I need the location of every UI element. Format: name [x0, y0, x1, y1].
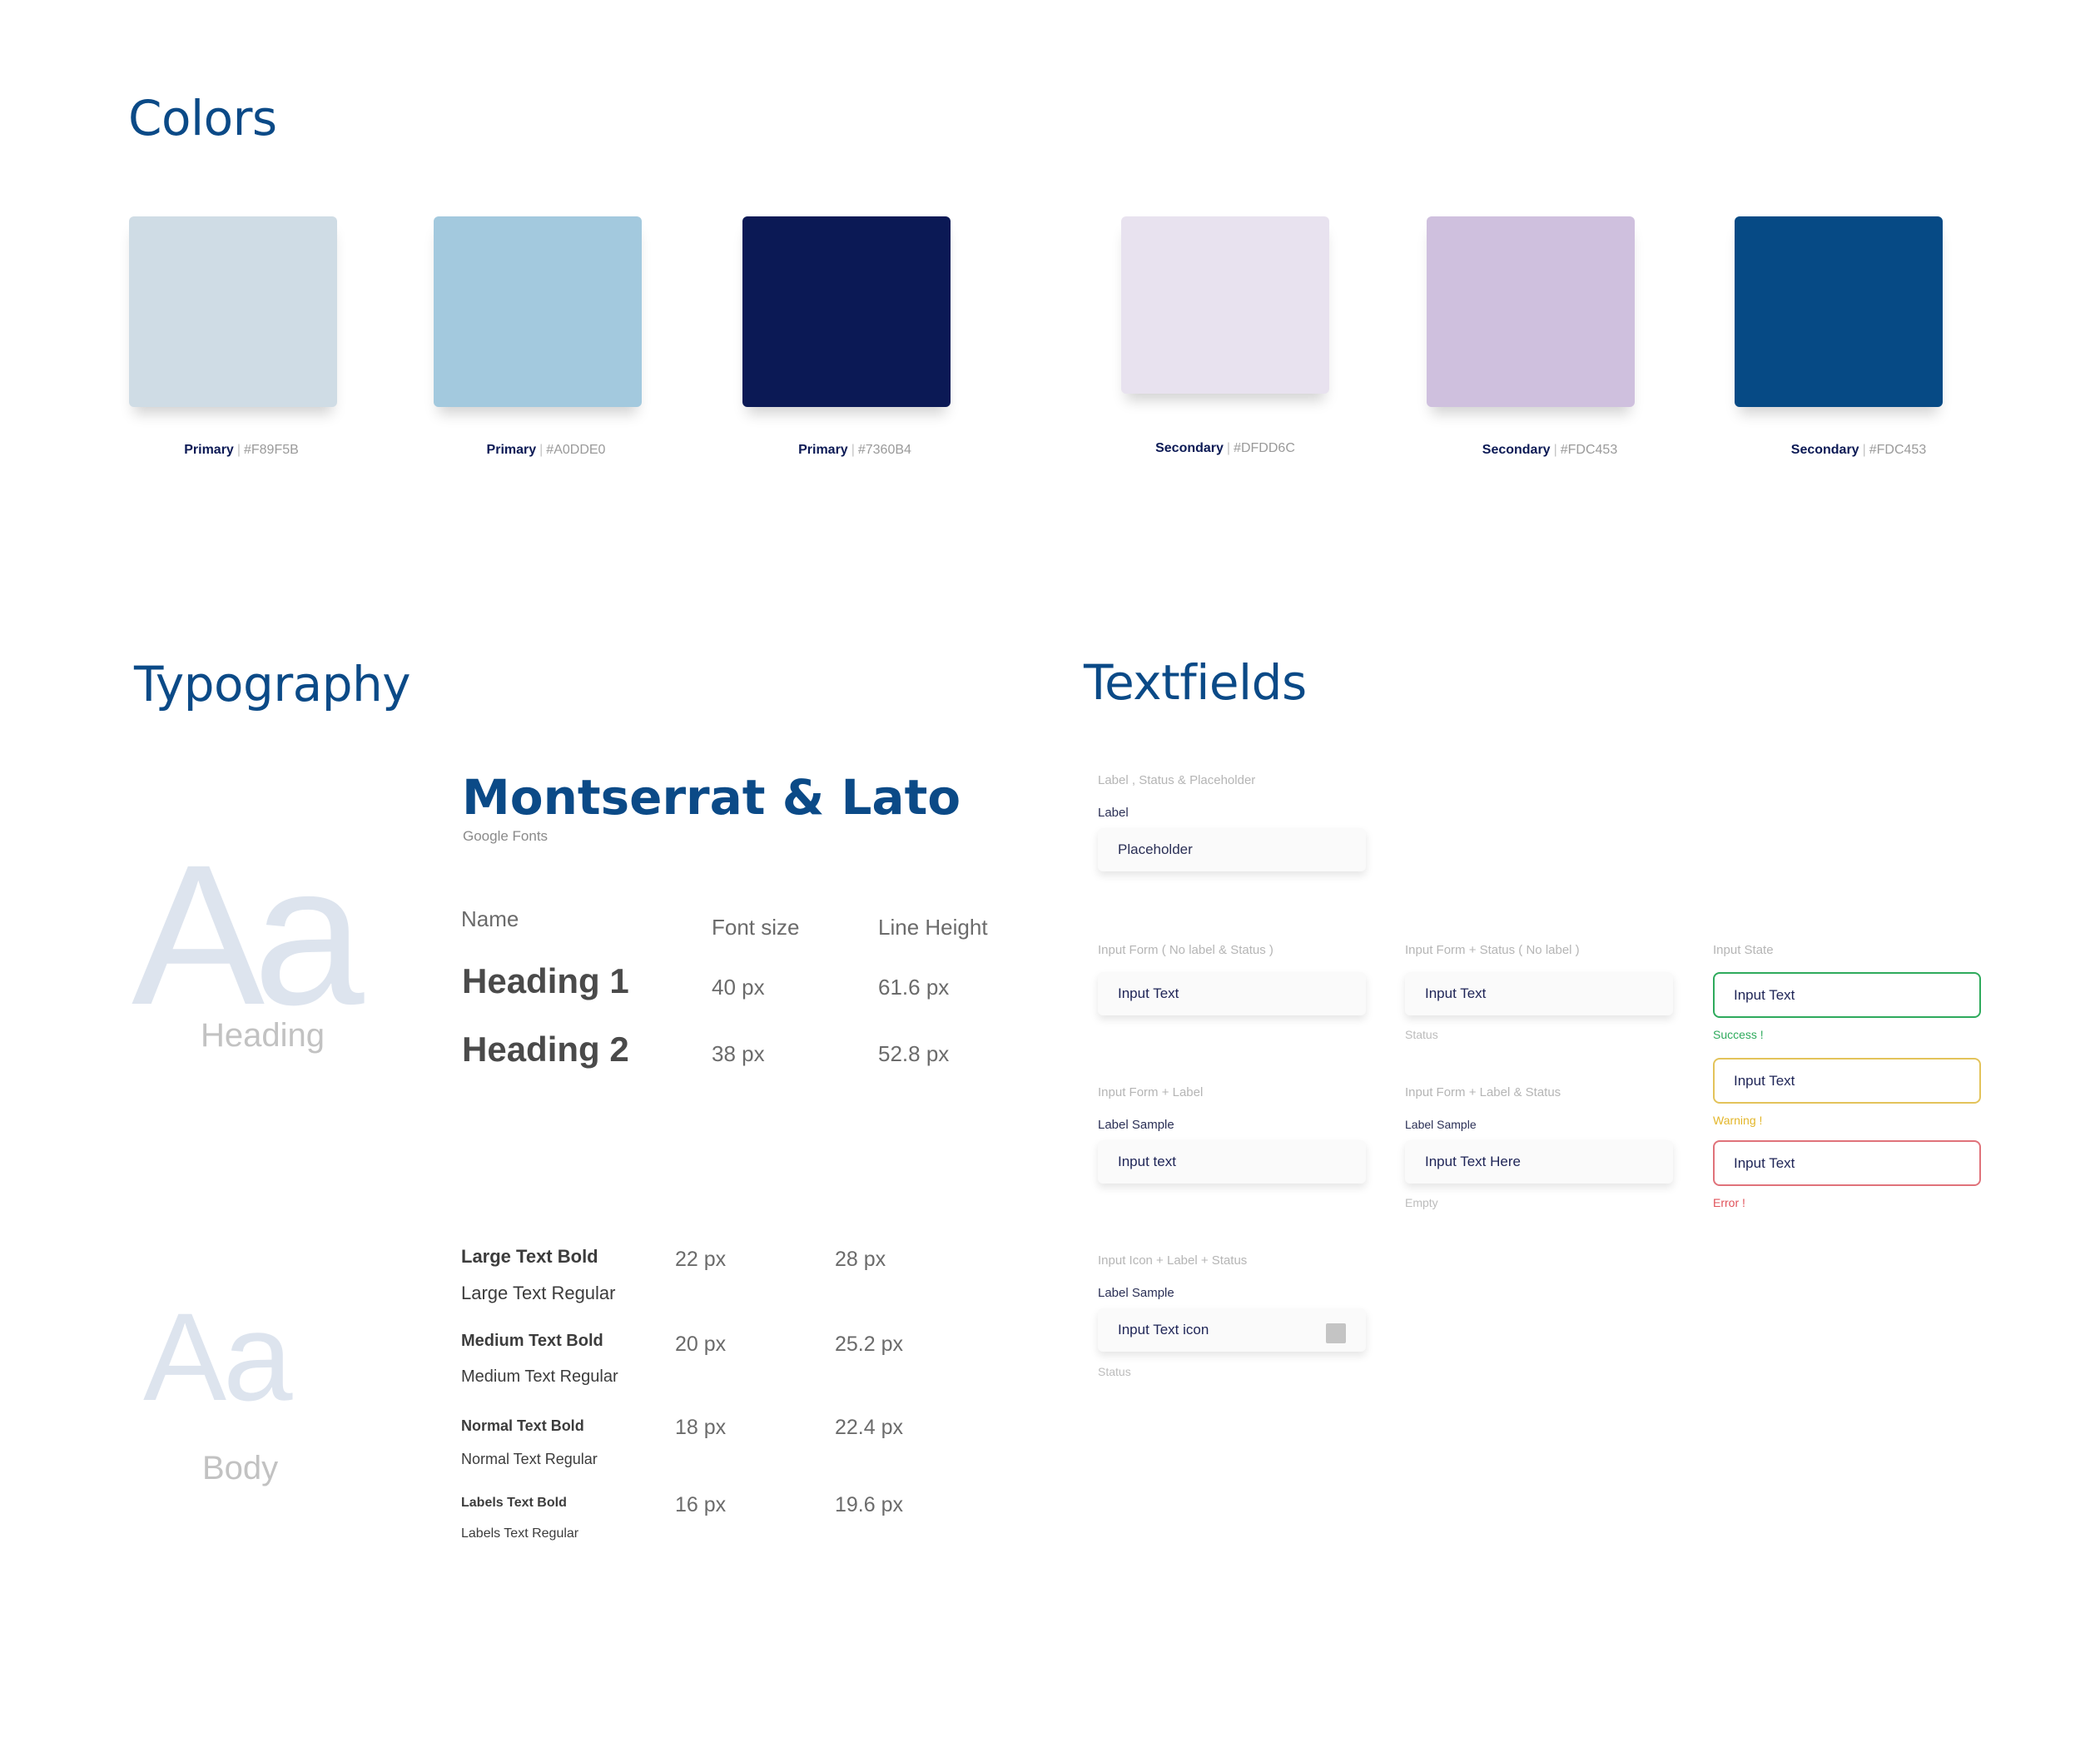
heading-2-line-height: 52.8 px — [878, 1041, 950, 1066]
font-source: Google Fonts — [463, 828, 549, 844]
heading-sample-glyphs: Aa — [132, 823, 365, 1046]
large-text-bold: Large Text Bold — [461, 1246, 598, 1267]
swatch-caption-6: Secondary | #FDC453 — [1790, 443, 1927, 457]
normal-text-bold: Normal Text Bold — [461, 1417, 584, 1434]
warning-status: Warning ! — [1713, 1114, 1763, 1127]
column-name-header: Name — [461, 906, 519, 931]
swatch-secondary-3 — [1735, 216, 1943, 407]
input-empty-status: Empty — [1405, 1196, 1438, 1209]
swatch-caption-2: Primary | #A0DDE0 — [486, 443, 606, 457]
swatch-caption-1: Primary | #F89F5B — [184, 443, 299, 457]
field-caption-icon-label-status: Input Icon + Label + Status — [1098, 1253, 1248, 1268]
input-with-icon[interactable]: Input Text icon — [1098, 1308, 1366, 1352]
column-size-header: Font size — [712, 915, 800, 940]
field-label-sample-2: Label Sample — [1405, 1118, 1477, 1131]
field-caption-input-state: Input State — [1713, 943, 1774, 957]
heading-1-size: 40 px — [712, 975, 765, 1000]
input-label-status[interactable]: Input Text Here — [1405, 1140, 1673, 1184]
medium-text-size: 20 px — [675, 1333, 727, 1356]
medium-text-bold: Medium Text Bold — [461, 1332, 603, 1350]
field-label-sample: Label Sample — [1098, 1118, 1174, 1132]
swatch-caption-4: Secondary | #DFDD6C — [1155, 441, 1295, 455]
placeholder-square-icon[interactable] — [1326, 1323, 1346, 1343]
heading-sample-caption: Heading — [201, 1017, 325, 1054]
swatch-caption-5: Secondary | #FDC453 — [1482, 443, 1618, 457]
font-family-title: Montserrat & Lato — [462, 769, 961, 826]
swatch-secondary-1 — [1121, 216, 1329, 394]
body-sample-glyphs: Aa — [143, 1287, 292, 1427]
swatch-caption-3: Primary | #7360B4 — [798, 443, 911, 457]
heading-1-name: Heading 1 — [462, 961, 629, 1000]
typography-title: Typography — [134, 656, 411, 712]
medium-text-regular: Medium Text Regular — [461, 1367, 618, 1386]
input-with-status[interactable]: Input Text — [1405, 972, 1673, 1015]
success-status: Success ! — [1713, 1028, 1764, 1041]
normal-text-regular: Normal Text Regular — [461, 1451, 598, 1467]
input-state-success[interactable]: Input Text — [1713, 972, 1981, 1018]
normal-text-line-height: 22.4 px — [835, 1416, 904, 1439]
field-label: Label — [1098, 806, 1129, 820]
heading-1-line-height: 61.6 px — [878, 975, 950, 1000]
input-with-label[interactable]: Input text — [1098, 1140, 1366, 1184]
column-line-height-header: Line Height — [878, 915, 988, 940]
field-caption-no-label-status: Input Form ( No label & Status ) — [1098, 943, 1273, 957]
labels-text-line-height: 19.6 px — [835, 1493, 904, 1516]
labels-text-size: 16 px — [675, 1493, 727, 1516]
field-caption-form-label: Input Form + Label — [1098, 1085, 1204, 1099]
input-state-warning[interactable]: Input Text — [1713, 1058, 1981, 1104]
error-status: Error ! — [1713, 1196, 1745, 1209]
field-caption-label-status: Input Form + Label & Status — [1405, 1085, 1561, 1099]
heading-2-size: 38 px — [712, 1041, 765, 1066]
large-text-line-height: 28 px — [835, 1248, 886, 1271]
labels-text-bold: Labels Text Bold — [461, 1496, 567, 1510]
swatch-primary-1 — [129, 216, 337, 407]
swatch-secondary-2 — [1427, 216, 1635, 407]
field-caption-status-no-label: Input Form + Status ( No label ) — [1405, 943, 1580, 957]
labels-text-regular: Labels Text Regular — [461, 1526, 579, 1541]
medium-text-line-height: 25.2 px — [835, 1333, 904, 1356]
heading-2-name: Heading 2 — [462, 1030, 629, 1069]
large-text-size: 22 px — [675, 1248, 727, 1271]
field-label-sample-3: Label Sample — [1098, 1286, 1174, 1300]
large-text-regular: Large Text Regular — [461, 1283, 616, 1303]
input-with-icon-value: Input Text icon — [1118, 1322, 1209, 1338]
field-caption-label-status-placeholder: Label , Status & Placeholder — [1098, 773, 1256, 787]
body-sample-caption: Body — [202, 1450, 279, 1486]
normal-text-size: 18 px — [675, 1416, 727, 1439]
input-status-text: Status — [1405, 1028, 1438, 1041]
colors-title: Colors — [128, 90, 277, 146]
input-state-error[interactable]: Input Text — [1713, 1140, 1981, 1186]
textfields-title: Textfields — [1084, 654, 1307, 711]
swatch-primary-2 — [434, 216, 642, 407]
placeholder-input[interactable]: Placeholder — [1098, 828, 1366, 871]
swatch-primary-3 — [742, 216, 951, 407]
input-icon-status: Status — [1098, 1365, 1131, 1378]
input-no-label[interactable]: Input Text — [1098, 972, 1366, 1015]
